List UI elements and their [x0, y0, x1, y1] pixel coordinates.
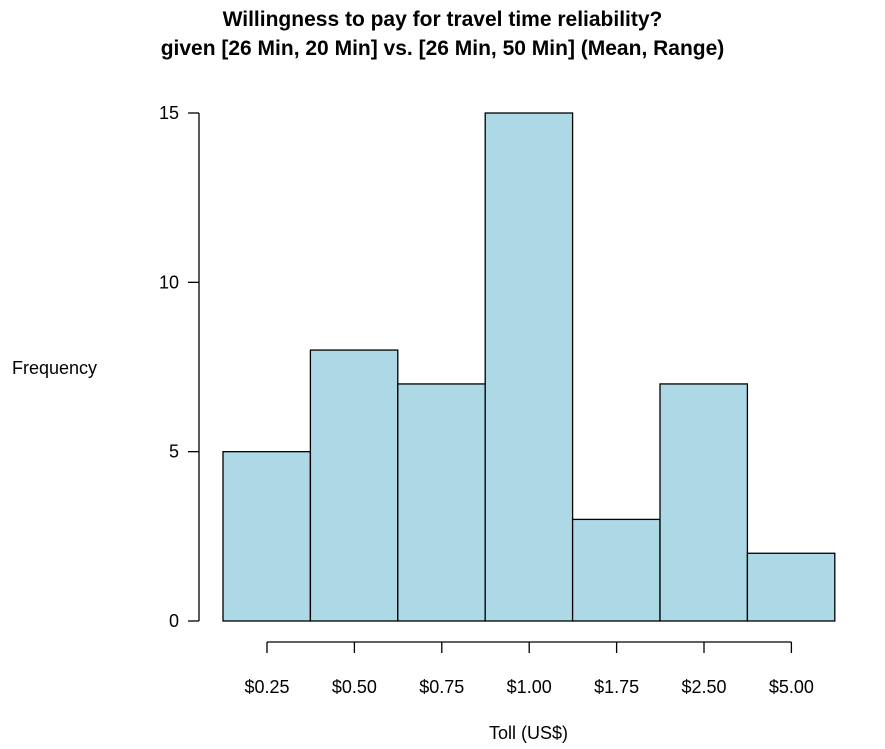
- x-tick-label-1: $0.50: [332, 677, 377, 697]
- bar-2: [397, 383, 486, 622]
- y-axis: 0 5 10 15: [159, 103, 200, 631]
- x-tick-label-6: $5.00: [769, 677, 814, 697]
- y-tick-label-1: 5: [169, 442, 179, 462]
- x-tick-label-3: $1.00: [507, 677, 552, 697]
- bar-3: [484, 112, 574, 622]
- x-axis-label: Toll (US$): [488, 723, 568, 743]
- y-tick-label-3: 15: [159, 103, 179, 123]
- bar-0: [222, 451, 312, 622]
- bars-group: [222, 112, 836, 622]
- x-tick-label-4: $1.75: [594, 677, 639, 697]
- chart-title: Willingness to pay for travel time relia…: [222, 8, 663, 31]
- chart-subtitle: given [26 Min, 20 Min] vs. [26 Min, 50 M…: [160, 37, 725, 60]
- x-tick-label-2: $0.75: [419, 677, 464, 697]
- y-tick-label-2: 10: [159, 272, 179, 292]
- bar-4: [571, 518, 661, 622]
- x-tick-label-5: $2.50: [681, 677, 726, 697]
- bar-5: [659, 383, 749, 622]
- y-tick-label-0: 0: [169, 611, 179, 631]
- bar-6: [746, 552, 836, 622]
- bar-1: [309, 349, 399, 622]
- x-tick-label-0: $0.25: [244, 677, 289, 697]
- x-axis: $0.25 $0.50 $0.75 $1.00 $1.75 $2.50 $5.00: [244, 641, 814, 697]
- y-axis-label: Frequency: [12, 358, 98, 378]
